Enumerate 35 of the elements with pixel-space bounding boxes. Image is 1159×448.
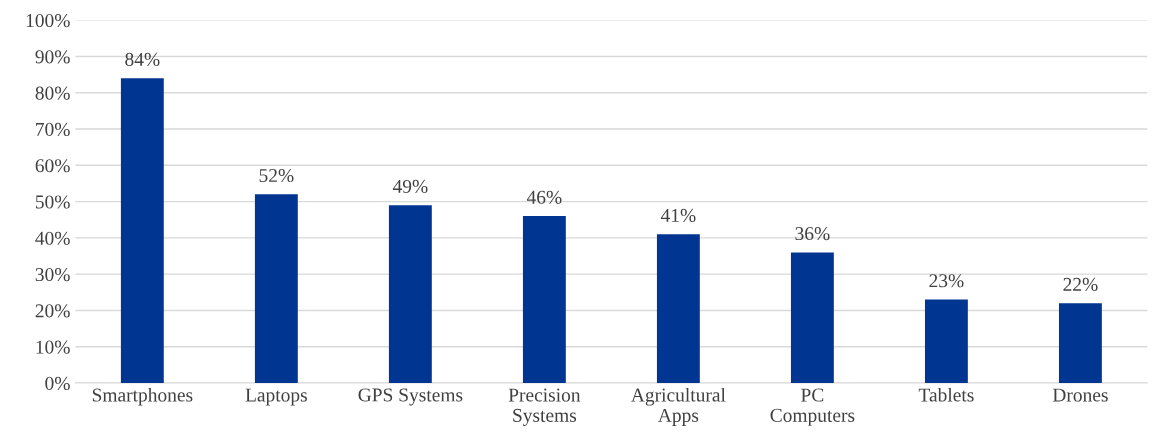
data-label: 23% bbox=[929, 274, 964, 288]
y-tick-label: 50% bbox=[35, 195, 70, 209]
data-label: 52% bbox=[259, 168, 294, 183]
bar bbox=[924, 299, 968, 384]
data-label: 84% bbox=[125, 52, 160, 66]
bar bbox=[120, 78, 164, 384]
bar bbox=[522, 216, 566, 384]
y-tick-label: 10% bbox=[36, 340, 70, 354]
y-tick-label: 70% bbox=[36, 122, 70, 137]
y-tick-label: 40% bbox=[35, 231, 70, 245]
y-tick-label: 100% bbox=[26, 13, 70, 28]
data-label: 22% bbox=[1063, 277, 1098, 291]
y-tick-label: 20% bbox=[35, 304, 70, 318]
data-label: 36% bbox=[795, 227, 830, 241]
data-label: 46% bbox=[526, 190, 562, 204]
y-tick-label: 0% bbox=[45, 376, 70, 391]
data-label: 49% bbox=[392, 179, 428, 194]
x-tick-label: PC Computers bbox=[770, 388, 855, 426]
y-tick-label: 60% bbox=[35, 159, 70, 173]
x-tick-label: Precision Systems bbox=[508, 388, 581, 426]
bar bbox=[790, 252, 834, 384]
x-tick-label: Smartphones bbox=[92, 387, 193, 406]
x-tick-label: Drones bbox=[1052, 388, 1108, 402]
bar bbox=[254, 194, 298, 384]
y-tick-label: 30% bbox=[35, 267, 70, 282]
x-tick-label: GPS Systems bbox=[358, 388, 463, 406]
bar bbox=[1058, 303, 1102, 384]
y-tick-label: 90% bbox=[35, 50, 70, 64]
data-label: 41% bbox=[660, 208, 696, 223]
x-tick-label: Tablets bbox=[918, 387, 974, 402]
x-tick-label: Laptops bbox=[245, 388, 307, 406]
y-tick-label: 80% bbox=[35, 86, 70, 100]
bar bbox=[656, 234, 700, 384]
x-tick-label: Agricultural Apps bbox=[631, 387, 726, 426]
bar bbox=[388, 205, 432, 384]
